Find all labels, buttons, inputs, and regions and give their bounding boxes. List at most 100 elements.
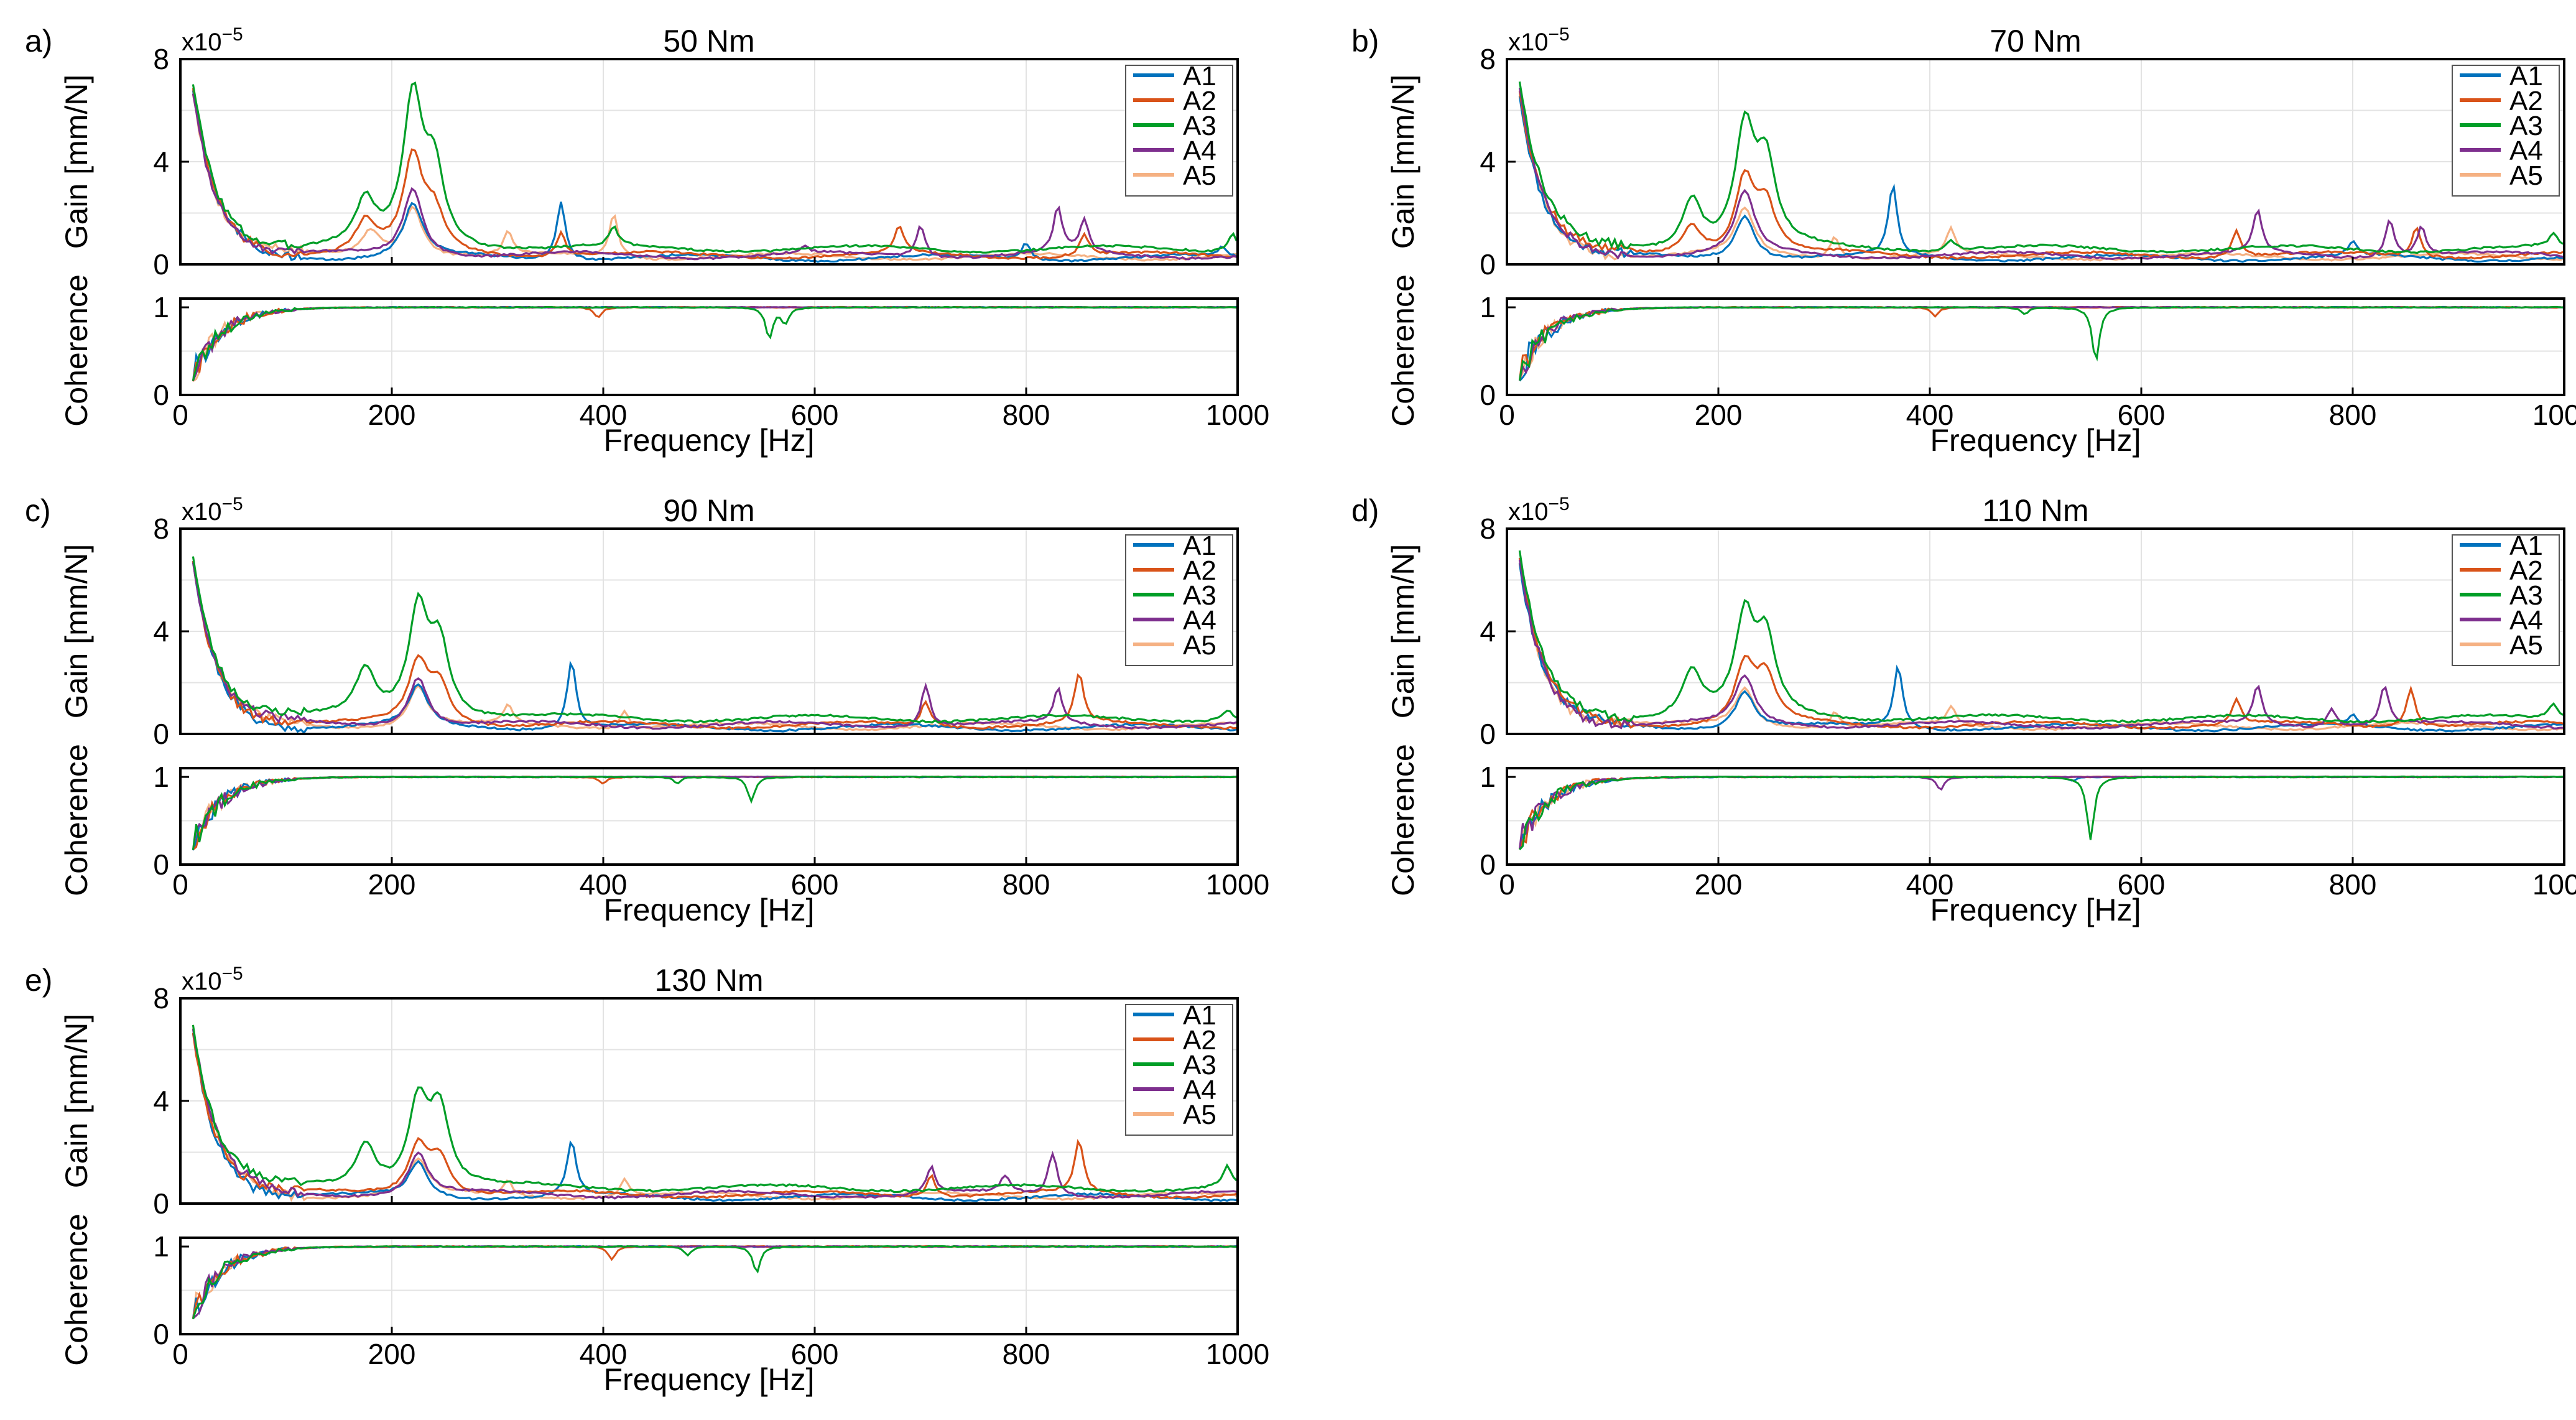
gain-ylabel: Gain [mm/N]: [59, 544, 94, 719]
coh-grid: [180, 768, 1238, 865]
coh-series-A5: [1518, 775, 2564, 850]
exponent-base: x10: [1508, 498, 1549, 526]
gain-ylabel: Gain [mm/N]: [1386, 75, 1420, 249]
panel-title: 70 Nm: [1990, 24, 2081, 58]
gain-ytick-label: 4: [153, 1085, 169, 1117]
coh-series-A1: [192, 1245, 1237, 1319]
coh-axes-frame: [179, 297, 1239, 396]
coh-xtick-label: 200: [1695, 399, 1743, 431]
gain-ylabel: Gain [mm/N]: [59, 1014, 94, 1189]
coh-grid: [1507, 299, 2564, 395]
exponent-base: x10: [182, 29, 222, 56]
gain-series-A1: [192, 1033, 1237, 1202]
panel-label: e): [25, 963, 52, 998]
coh-series-A4: [1518, 305, 2564, 381]
coh-series-A2: [1518, 775, 2564, 850]
gain-grid: [1507, 59, 2564, 264]
coh-xtick-label: 800: [1003, 868, 1050, 901]
legend-label-A3: A3: [1183, 111, 1216, 141]
legend-label-A3: A3: [1183, 1050, 1216, 1080]
gain-series-A3: [1518, 81, 2564, 254]
coh-series-A3: [1519, 775, 2564, 851]
gain-ylabel: Gain [mm/N]: [59, 75, 94, 249]
coh-series-A2: [192, 305, 1237, 382]
panel-title: 110 Nm: [1982, 493, 2088, 528]
legend-label-A3: A3: [2509, 580, 2543, 611]
gain-ytick-label: 4: [153, 146, 169, 178]
gain-exponent-label: x10−5: [182, 963, 243, 995]
gain-series-A3: [192, 556, 1238, 724]
gain-ytick-label: 0: [1480, 248, 1496, 281]
legend-label-A5: A5: [1183, 1100, 1216, 1130]
coh-xtick-label: 400: [580, 399, 628, 431]
coh-ylabel: Coherence: [1386, 744, 1420, 896]
coh-series-A1: [1518, 775, 2564, 850]
coh-grid: [1507, 768, 2564, 865]
exponent-base: x10: [182, 968, 222, 995]
coh-ytick-label: 0: [153, 848, 169, 881]
coh-axes-frame: [179, 767, 1239, 866]
coh-xtick-label: 400: [580, 1338, 628, 1370]
legend-label-A3: A3: [2509, 111, 2543, 141]
legend-label-A1: A1: [1183, 1000, 1216, 1031]
gain-series-A2: [1518, 91, 2564, 260]
xlabel: Frequency [Hz]: [1930, 423, 2141, 458]
gain-series-A5: [192, 94, 1237, 262]
coh-series-A2: [192, 1245, 1237, 1319]
legend-label-A4: A4: [1183, 136, 1216, 166]
coh-xtick-label: 0: [172, 1338, 188, 1370]
exponent-base: x10: [182, 498, 222, 526]
gain-ytick-label: 0: [153, 718, 169, 750]
panel-label: d): [1351, 493, 1379, 528]
coh-series-A4: [192, 305, 1237, 381]
xlabel: Frequency [Hz]: [1930, 893, 2141, 927]
legend-label-A1: A1: [1183, 61, 1216, 91]
gain-series-A1: [192, 90, 1238, 263]
coh-ytick-label: 0: [1480, 848, 1496, 881]
coh-series-A5: [192, 775, 1237, 850]
panel-title: 130 Nm: [654, 963, 763, 998]
coh-series-A2: [1518, 305, 2564, 381]
exponent-power: −5: [222, 24, 243, 45]
coh-ytick-label: 1: [1480, 761, 1496, 793]
gain-grid: [180, 529, 1238, 734]
coh-xtick-label: 200: [368, 1338, 416, 1370]
exponent-power: −5: [1549, 494, 1570, 514]
coh-series-A5: [192, 1245, 1237, 1319]
coh-xtick-label: 200: [368, 868, 416, 901]
legend-label-A2: A2: [1183, 555, 1216, 586]
legend-label-A4: A4: [2509, 136, 2543, 166]
legend-label-A2: A2: [2509, 86, 2543, 116]
gain-series-A4: [192, 562, 1237, 730]
coh-xtick-label: 0: [1499, 399, 1515, 431]
legend-label-A1: A1: [1183, 531, 1216, 561]
gain-ytick-label: 8: [1480, 513, 1496, 545]
panel-title: 90 Nm: [663, 493, 754, 528]
gain-ylabel: Gain [mm/N]: [1386, 544, 1420, 719]
gain-ytick-label: 8: [1480, 43, 1496, 75]
gain-series-A3: [1518, 550, 2564, 724]
coh-xtick-label: 1000: [2532, 868, 2576, 901]
coh-xtick-label: 1000: [1206, 868, 1269, 901]
panel-label: b): [1351, 24, 1379, 58]
coh-series-A3: [192, 305, 1237, 381]
coh-series-A3: [192, 775, 1237, 850]
coh-grid: [180, 299, 1238, 395]
coh-xtick-label: 400: [580, 868, 628, 901]
coh-series-A4: [192, 1245, 1237, 1319]
coh-ytick-label: 1: [153, 291, 169, 323]
coh-xtick-label: 1000: [2532, 399, 2576, 431]
coh-xtick-label: 200: [368, 399, 416, 431]
coh-xtick-label: 600: [791, 868, 839, 901]
exponent-power: −5: [222, 494, 243, 514]
coh-xtick-label: 0: [172, 868, 188, 901]
coh-axes-frame: [1506, 767, 2565, 866]
coh-xtick-label: 400: [1906, 868, 1954, 901]
gain-series-A2: [192, 561, 1237, 730]
coh-xtick-label: 1000: [1206, 399, 1269, 431]
